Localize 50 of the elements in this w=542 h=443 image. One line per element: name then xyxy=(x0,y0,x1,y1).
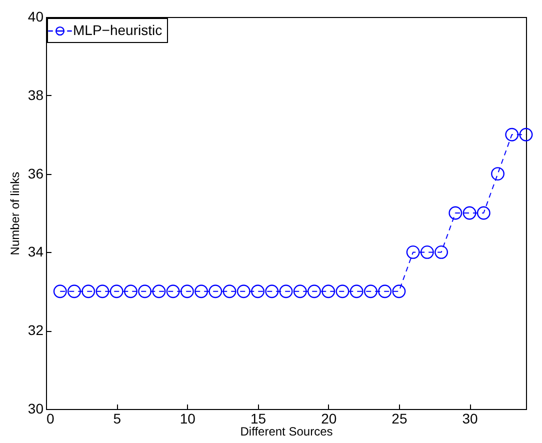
point xyxy=(350,284,364,298)
point xyxy=(110,284,124,298)
point xyxy=(166,284,180,298)
point xyxy=(505,128,519,142)
x-tick-label: 25 xyxy=(392,410,408,426)
point xyxy=(194,284,208,298)
point xyxy=(208,284,222,298)
point xyxy=(322,284,336,298)
point xyxy=(265,284,279,298)
y-tick-label: 34 xyxy=(28,244,44,260)
point xyxy=(138,284,152,298)
point xyxy=(476,206,490,220)
point xyxy=(152,284,166,298)
point xyxy=(336,284,350,298)
x-tick-label: 20 xyxy=(321,410,337,426)
point xyxy=(96,284,110,298)
x-tick-label: 10 xyxy=(180,410,196,426)
point xyxy=(392,284,406,298)
point xyxy=(124,284,138,298)
legend-label: MLP−heuristic xyxy=(73,22,162,38)
point xyxy=(279,284,293,298)
point xyxy=(406,245,420,259)
point xyxy=(308,284,321,298)
point xyxy=(491,167,504,181)
point xyxy=(364,284,378,298)
y-tick-label: 30 xyxy=(28,400,44,416)
point xyxy=(378,284,392,298)
x-axis-title: Different Sources xyxy=(240,424,333,438)
point xyxy=(462,206,476,220)
point xyxy=(222,284,236,298)
x-tick-label: 5 xyxy=(113,410,122,426)
y-tick-label: 32 xyxy=(28,322,44,338)
point xyxy=(251,284,264,298)
x-tick-label: 15 xyxy=(250,410,266,426)
point xyxy=(293,284,307,298)
point xyxy=(420,245,434,259)
point xyxy=(236,284,250,298)
point xyxy=(68,284,81,298)
y-axis-title: Number of links xyxy=(8,172,22,256)
point xyxy=(434,245,448,259)
point xyxy=(53,284,67,298)
point xyxy=(180,284,194,298)
point xyxy=(448,206,462,220)
y-tick-label: 40 xyxy=(28,8,44,24)
y-tick-label: 38 xyxy=(28,86,44,103)
x-tick-label: 30 xyxy=(462,410,478,426)
y-tick-label: 36 xyxy=(28,165,44,182)
x-tick-label: 0 xyxy=(46,410,54,426)
point xyxy=(82,284,96,298)
point xyxy=(519,128,533,142)
